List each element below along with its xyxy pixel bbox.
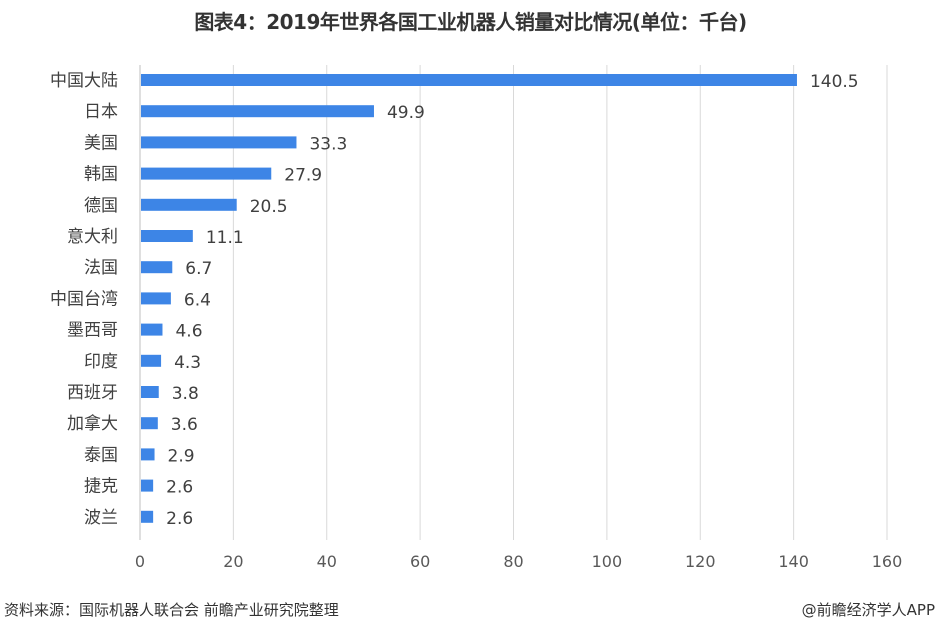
category-label: 西班牙 [67,383,118,403]
category-label: 意大利 [67,227,118,247]
bar [141,230,193,242]
credit-note: @前瞻经济学人APP [801,601,935,619]
x-tick-label: 20 [223,552,243,571]
bar [141,386,159,398]
category-label: 捷克 [84,477,118,497]
category-label: 印度 [84,352,118,372]
category-label: 法国 [84,258,118,278]
x-tick-label: 60 [410,552,430,571]
chart-title: 图表4：2019年世界各国工业机器人销量对比情况(单位：千台) [194,10,747,34]
bar-chart: 0 20 40 60 80 100 120 140 160 中国大陆 140.5 日本 49.9 美国 33… [50,65,903,571]
x-tick-label: 100 [592,552,623,571]
bar [141,323,163,336]
value-label: 140.5 [810,72,859,92]
bar [141,261,173,274]
value-label: 33.3 [309,134,347,154]
value-label: 2.6 [166,509,193,529]
bar [141,198,237,211]
category-label: 中国大陆 [50,71,118,91]
x-tick-label: 0 [135,552,145,571]
bar [141,167,272,180]
bar [141,292,171,305]
value-label: 4.3 [174,353,201,373]
category-label: 墨西哥 [67,321,118,341]
bar [141,136,297,149]
value-label: 3.8 [172,384,199,404]
x-tick-label: 160 [872,552,903,571]
category-label: 德国 [84,196,118,216]
value-label: 20.5 [250,197,288,217]
category-label: 波兰 [84,508,118,528]
x-tick-label: 120 [685,552,716,571]
category-label: 中国台湾 [50,289,118,309]
source-note: 资料来源：国际机器人联合会 前瞻产业研究院整理 [4,601,339,619]
value-label: 27.9 [284,166,322,186]
bar [141,105,374,118]
value-label: 3.6 [171,415,198,435]
category-label: 美国 [84,133,118,153]
value-label: 49.9 [387,103,425,123]
value-label: 4.6 [175,322,202,342]
category-label: 泰国 [84,445,118,465]
value-label: 6.7 [185,259,212,279]
value-label: 6.4 [184,290,211,310]
value-label: 2.9 [168,446,195,466]
category-label: 韩国 [84,165,118,185]
bar [141,510,154,523]
bar [141,448,155,461]
bar [141,417,158,430]
bar [141,354,162,367]
value-label: 2.6 [166,478,193,498]
value-label: 11.1 [206,228,244,248]
bar [141,74,797,86]
category-label: 日本 [84,102,118,122]
x-tick-label: 140 [778,552,809,571]
bar [141,479,154,492]
category-label: 加拿大 [67,413,118,434]
x-tick-label: 80 [503,552,523,571]
x-tick-label: 40 [317,552,337,571]
